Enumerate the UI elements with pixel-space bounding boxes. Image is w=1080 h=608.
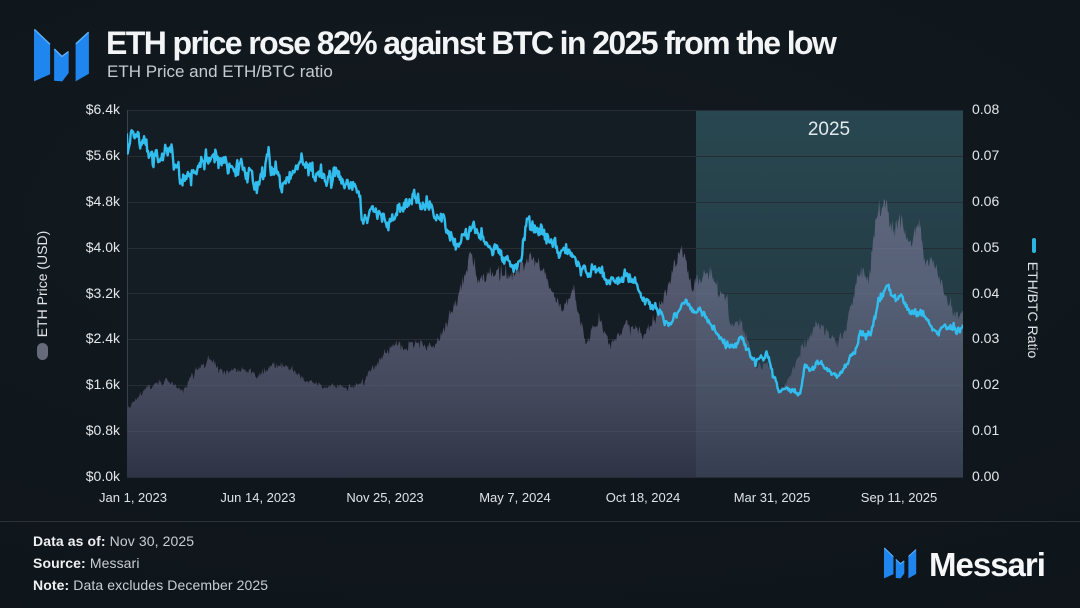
svg-text:2025: 2025 <box>808 119 850 140</box>
